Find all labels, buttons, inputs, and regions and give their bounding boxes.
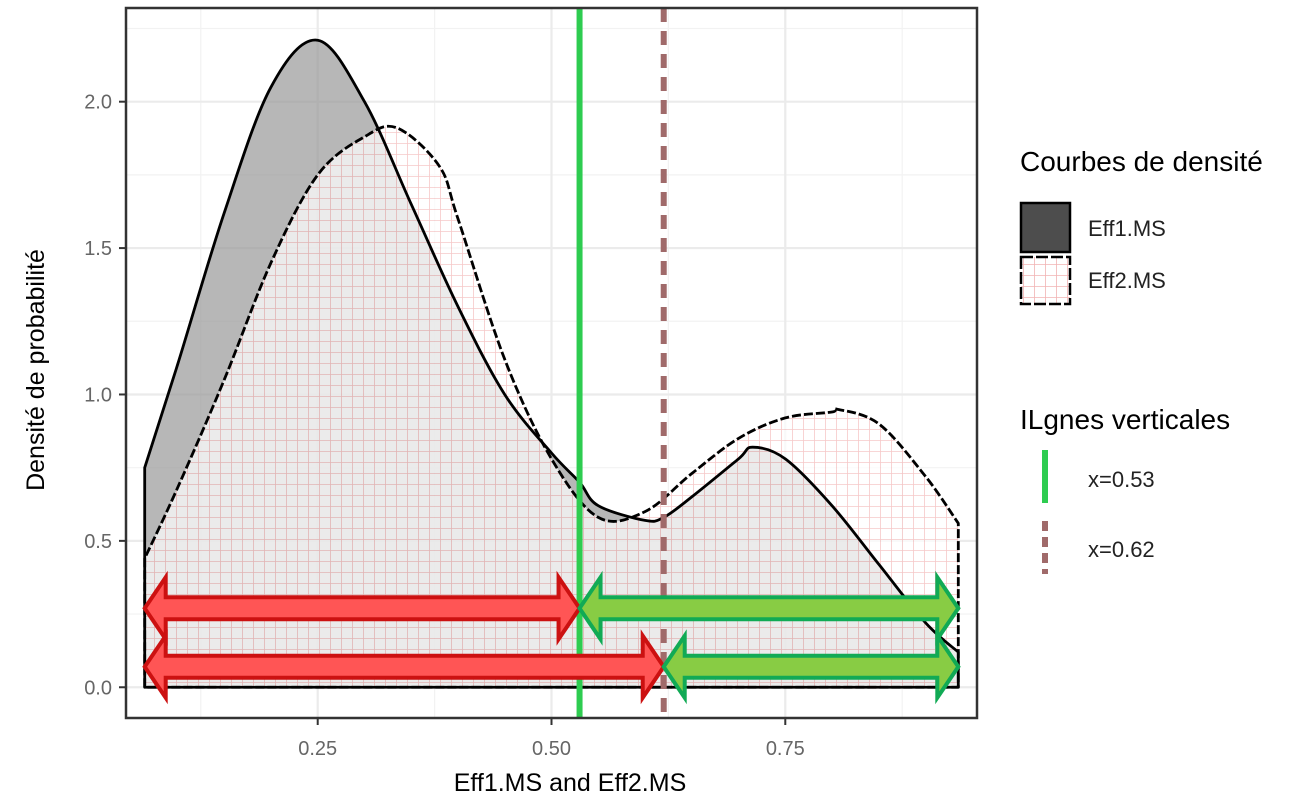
- y-tick-label: 2.0: [84, 92, 112, 114]
- x-tick-label: 0.75: [766, 738, 805, 760]
- interval-arrows: [142, 570, 961, 705]
- x-tick-label: 0.25: [298, 738, 337, 760]
- x-axis-title: Eff1.MS and Eff2.MS: [454, 769, 687, 797]
- legend-swatch-eff2: [1019, 255, 1072, 306]
- legend-label-eff2: Eff2.MS: [1088, 268, 1166, 293]
- density-area-eff2: [144, 126, 959, 688]
- interval-arrow-2: [577, 570, 961, 646]
- x-axis-ticks: 0.25 0.50 0.75: [298, 718, 805, 760]
- y-tick-label: 1.0: [84, 384, 112, 406]
- density-outline-eff1: [143, 38, 960, 689]
- legend-swatch-eff1: [1019, 201, 1072, 254]
- legend-label-eff1: Eff1.MS: [1088, 216, 1166, 241]
- y-tick-label: 0.0: [84, 677, 112, 699]
- vertical-lines: [576, 8, 667, 718]
- legend-vline-title: ILgnes verticales: [1020, 404, 1230, 435]
- y-tick-label: 0.5: [84, 531, 112, 553]
- x-tick-label: 0.50: [532, 738, 571, 760]
- legend-density-title: Courbes de densité: [1020, 146, 1263, 177]
- legend-label-vline-062: x=0.62: [1088, 537, 1155, 562]
- legend: Courbes de densité Eff1.MS Eff2.MS ILgne…: [1019, 146, 1263, 574]
- y-axis-title: Densité de probabilité: [22, 249, 50, 491]
- density-areas: [143, 38, 960, 689]
- y-tick-label: 1.5: [84, 238, 112, 260]
- y-axis-ticks: 0.0 0.5 1.0 1.5 2.0: [84, 92, 126, 699]
- interval-arrow-4: [661, 629, 961, 705]
- legend-label-vline-053: x=0.53: [1088, 467, 1155, 492]
